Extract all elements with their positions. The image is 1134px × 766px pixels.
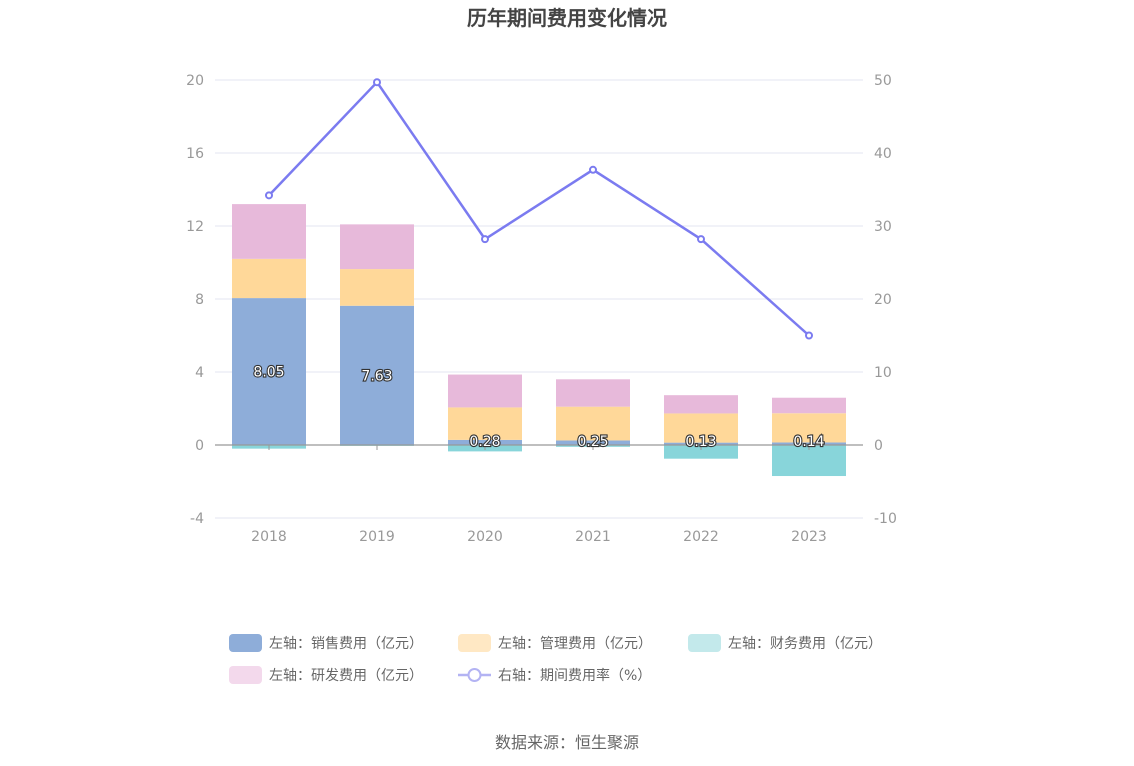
bar-rnd <box>340 224 414 270</box>
sales-data-label: 0.25 <box>577 434 608 450</box>
legend-label: 左轴：销售费用（亿元） <box>269 636 423 652</box>
bar-admin <box>448 407 522 440</box>
legend[interactable]: 左轴：销售费用（亿元） 左轴：管理费用（亿元） 左轴：财务费用（亿元） 左轴：研发费用… <box>229 634 882 684</box>
legend-swatch <box>688 634 721 652</box>
legend-label: 左轴：研发费用（亿元） <box>269 668 423 684</box>
y-right-tick-label: 30 <box>874 219 892 235</box>
y-right-tick-label: -10 <box>874 511 897 527</box>
bar-sales <box>772 442 846 445</box>
x-tick-label: 2020 <box>467 529 503 545</box>
y-left-tick-label: 12 <box>186 219 204 235</box>
legend-label: 右轴：期间费用率（%） <box>498 667 651 684</box>
sales-data-label: 0.13 <box>685 434 716 450</box>
bar-rnd <box>556 379 630 407</box>
bar-admin <box>556 406 630 441</box>
axis-layer: -4 0 4 8 12 16 20 -10 0 10 20 30 40 50 2018 2019 2020 202… <box>186 73 897 545</box>
y-right-tick-label: 10 <box>874 365 892 381</box>
legend-item[interactable]: 左轴：财务费用（亿元） <box>688 634 882 652</box>
bar-sales <box>448 439 522 445</box>
line-layer <box>265 78 813 340</box>
bar-sales <box>556 440 630 445</box>
legend-swatch <box>229 634 262 652</box>
legend-label: 左轴：财务费用（亿元） <box>728 636 882 652</box>
legend-label: 左轴：管理费用（亿元） <box>498 636 652 652</box>
y-left-tick-label: 8 <box>195 292 204 308</box>
bar-finance <box>664 445 738 459</box>
y-right-tick-label: 40 <box>874 146 892 162</box>
y-left-tick-label: 0 <box>195 438 204 454</box>
bar-sales <box>664 442 738 445</box>
expense-rate-point <box>697 235 705 244</box>
bar-admin <box>664 413 738 443</box>
y-right-tick-label: 0 <box>874 438 883 454</box>
bar-rnd <box>448 374 522 408</box>
bar-admin <box>772 413 846 443</box>
expense-rate-line <box>268 80 810 337</box>
sales-data-label: 0.14 <box>793 434 824 450</box>
legend-swatch <box>229 666 262 684</box>
y-right-tick-label: 50 <box>874 73 892 89</box>
x-tick-label: 2023 <box>791 529 827 545</box>
source-note: 数据来源：恒生聚源 <box>494 733 639 752</box>
bar-rnd <box>772 397 846 414</box>
expense-rate-point <box>481 235 489 244</box>
legend-circle-icon <box>467 668 482 682</box>
y-right-tick-label: 20 <box>874 292 892 308</box>
bars-layer <box>232 204 846 477</box>
x-tick-label: 2018 <box>251 529 287 545</box>
x-tick-label: 2022 <box>683 529 719 545</box>
labels-layer: 8.05 7.63 0.28 0.25 0.13 0.14 <box>252 363 825 451</box>
bar-rnd <box>232 204 306 259</box>
grid-layer <box>215 79 863 519</box>
bar-admin <box>340 269 414 306</box>
x-tick-label: 2019 <box>359 529 395 545</box>
bar-sales <box>232 298 306 445</box>
expense-rate-point <box>373 78 381 87</box>
y-left-tick-label: 4 <box>195 365 204 381</box>
x-tick-label: 2021 <box>575 529 611 545</box>
sales-data-label: 8.05 <box>253 365 284 381</box>
y-left-tick-label: -4 <box>190 511 204 527</box>
legend-swatch <box>458 634 491 652</box>
expense-rate-point <box>805 331 813 340</box>
legend-item[interactable]: 右轴：期间费用率（%） <box>458 667 651 684</box>
legend-item[interactable]: 左轴：管理费用（亿元） <box>458 634 652 652</box>
y-left-tick-label: 20 <box>186 73 204 89</box>
y-left-tick-label: 16 <box>186 146 204 162</box>
chart-title: 历年期间费用变化情况 <box>467 6 667 30</box>
bar-rnd <box>664 395 738 414</box>
bar-sales <box>340 305 414 445</box>
sales-data-label: 7.63 <box>361 368 392 384</box>
legend-item[interactable]: 左轴：研发费用（亿元） <box>229 666 423 684</box>
bar-finance <box>772 445 846 477</box>
expense-rate-point <box>265 191 273 200</box>
expense-rate-point <box>589 165 597 174</box>
bar-admin <box>232 258 306 299</box>
sales-data-label: 0.28 <box>469 434 500 450</box>
legend-item[interactable]: 左轴：销售费用（亿元） <box>229 634 423 652</box>
